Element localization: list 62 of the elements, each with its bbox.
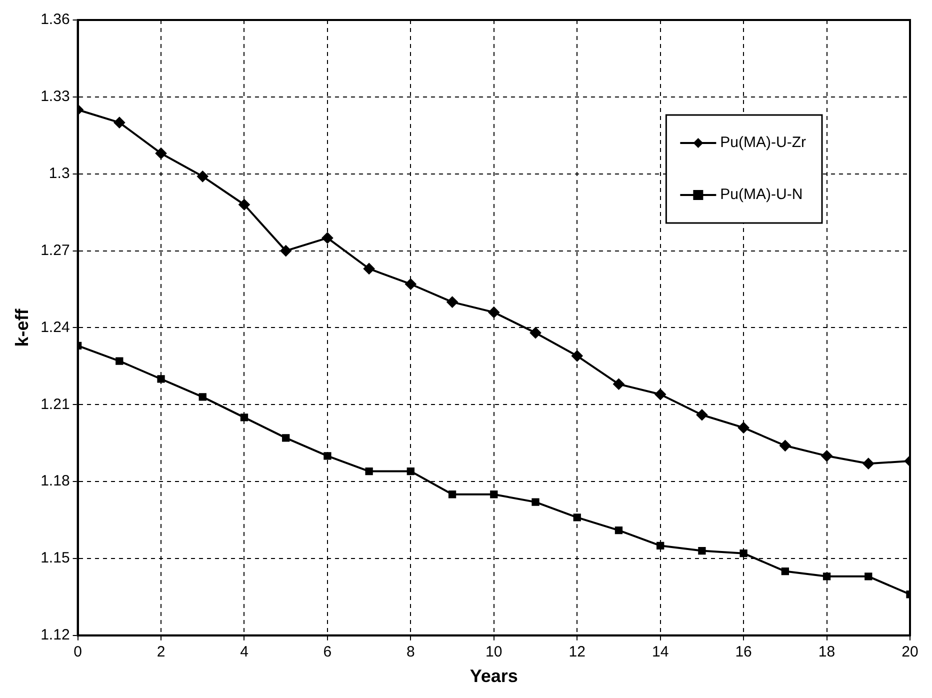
point bbox=[490, 490, 498, 498]
x-tick-label: 12 bbox=[568, 644, 586, 661]
x-tick-label: 18 bbox=[818, 644, 836, 661]
y-tick-label: 1.12 bbox=[40, 626, 70, 644]
x-tick-label: 14 bbox=[652, 644, 669, 661]
point bbox=[322, 232, 333, 244]
point bbox=[780, 440, 791, 452]
point bbox=[654, 388, 666, 400]
point bbox=[488, 306, 500, 318]
point bbox=[448, 490, 456, 498]
x-tick-label: 2 bbox=[156, 644, 166, 661]
x-tick-label: 16 bbox=[735, 644, 752, 661]
point bbox=[238, 199, 250, 210]
point bbox=[324, 452, 332, 460]
point bbox=[698, 546, 706, 555]
legend-label: Pu(MA)-U-N bbox=[720, 186, 803, 204]
point bbox=[656, 542, 664, 550]
x-tick-label: 6 bbox=[323, 644, 332, 661]
y-axis-title: k-eff bbox=[12, 308, 32, 347]
point bbox=[156, 148, 167, 159]
x-tick-label: 20 bbox=[902, 644, 918, 661]
point bbox=[781, 567, 789, 576]
y-tick-label: 1.15 bbox=[40, 550, 70, 567]
x-tick-label: 8 bbox=[406, 644, 415, 661]
point bbox=[198, 393, 206, 401]
y-tick-label: 1.33 bbox=[40, 88, 70, 106]
point bbox=[365, 467, 373, 476]
point bbox=[116, 357, 124, 365]
point bbox=[696, 409, 708, 420]
point bbox=[114, 117, 125, 128]
point bbox=[573, 514, 581, 522]
point bbox=[446, 296, 458, 308]
y-tick-label: 1.21 bbox=[40, 396, 70, 413]
point bbox=[740, 550, 748, 558]
point bbox=[532, 498, 540, 506]
point bbox=[282, 434, 290, 442]
point bbox=[614, 526, 623, 534]
y-tick-label: 1.24 bbox=[40, 318, 70, 336]
y-tick-label: 1.3 bbox=[48, 164, 70, 182]
point bbox=[613, 378, 624, 390]
x-axis-title: Years bbox=[470, 666, 518, 686]
point bbox=[864, 572, 872, 580]
y-tick-label: 1.18 bbox=[40, 472, 70, 490]
point bbox=[572, 350, 583, 362]
x-tick-label: 10 bbox=[486, 644, 502, 661]
y-tick-label: 1.27 bbox=[40, 242, 70, 259]
point bbox=[157, 375, 165, 383]
x-tick-label: 4 bbox=[240, 644, 248, 661]
point bbox=[364, 263, 375, 274]
point bbox=[280, 245, 292, 256]
point bbox=[240, 414, 248, 422]
point bbox=[862, 458, 874, 470]
point bbox=[738, 422, 750, 434]
point bbox=[406, 467, 415, 476]
point bbox=[530, 327, 542, 338]
point bbox=[197, 170, 208, 182]
point bbox=[822, 572, 831, 580]
point bbox=[405, 278, 416, 290]
point bbox=[821, 450, 832, 462]
y-tick-label: 1.36 bbox=[40, 11, 70, 28]
legend-label: Pu(MA)-U-Zr bbox=[720, 134, 806, 152]
x-tick-label: 0 bbox=[74, 644, 82, 661]
